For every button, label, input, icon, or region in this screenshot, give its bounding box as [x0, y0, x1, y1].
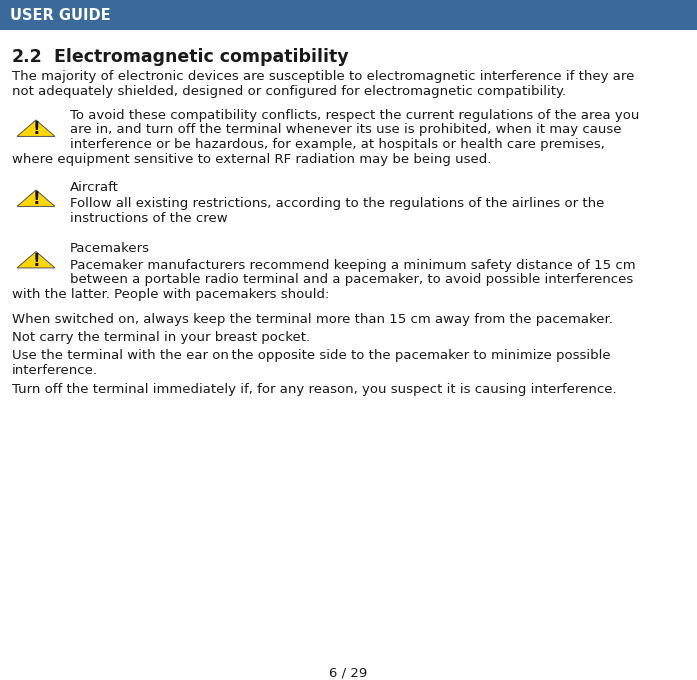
Polygon shape — [17, 190, 55, 207]
Text: Turn off the terminal immediately if, for any reason, you suspect it is causing : Turn off the terminal immediately if, fo… — [12, 382, 617, 396]
Text: Pacemaker manufacturers recommend keeping a minimum safety distance of 15 cm: Pacemaker manufacturers recommend keepin… — [70, 259, 636, 272]
Text: Follow all existing restrictions, according to the regulations of the airlines o: Follow all existing restrictions, accord… — [70, 197, 604, 211]
Text: Electromagnetic compatibility: Electromagnetic compatibility — [54, 48, 348, 66]
Text: 2.2: 2.2 — [12, 48, 43, 66]
Text: The majority of electronic devices are susceptible to electromagnetic interferen: The majority of electronic devices are s… — [12, 70, 634, 83]
Text: Aircraft: Aircraft — [70, 181, 119, 194]
Text: !: ! — [32, 190, 40, 208]
Text: with the latter. People with pacemakers should:: with the latter. People with pacemakers … — [12, 288, 330, 301]
Text: !: ! — [32, 252, 40, 269]
Text: USER GUIDE: USER GUIDE — [10, 7, 111, 22]
Text: When switched on, always keep the terminal more than 15 cm away from the pacemak: When switched on, always keep the termin… — [12, 313, 613, 326]
Text: Pacemakers: Pacemakers — [70, 243, 150, 256]
Text: !: ! — [32, 120, 40, 138]
Text: Use the terminal with the ear on the opposite side to the pacemaker to minimize : Use the terminal with the ear on the opp… — [12, 350, 611, 362]
Polygon shape — [17, 252, 55, 268]
Text: interference.: interference. — [12, 364, 98, 377]
Text: where equipment sensitive to external RF radiation may be being used.: where equipment sensitive to external RF… — [12, 152, 491, 165]
Text: To avoid these compatibility conflicts, respect the current regulations of the a: To avoid these compatibility conflicts, … — [70, 109, 639, 122]
FancyBboxPatch shape — [0, 0, 697, 30]
Text: are in, and turn off the terminal whenever its use is prohibited, when it may ca: are in, and turn off the terminal whenev… — [70, 124, 622, 137]
Text: interference or be hazardous, for example, at hospitals or health care premises,: interference or be hazardous, for exampl… — [70, 138, 605, 151]
Text: instructions of the crew: instructions of the crew — [70, 212, 228, 225]
Text: not adequately shielded, designed or configured for electromagnetic compatibilit: not adequately shielded, designed or con… — [12, 84, 566, 97]
Polygon shape — [17, 120, 55, 137]
Text: Not carry the terminal in your breast pocket.: Not carry the terminal in your breast po… — [12, 331, 310, 344]
Text: between a portable radio terminal and a pacemaker, to avoid possible interferenc: between a portable radio terminal and a … — [70, 273, 634, 286]
Text: 6 / 29: 6 / 29 — [330, 666, 367, 679]
